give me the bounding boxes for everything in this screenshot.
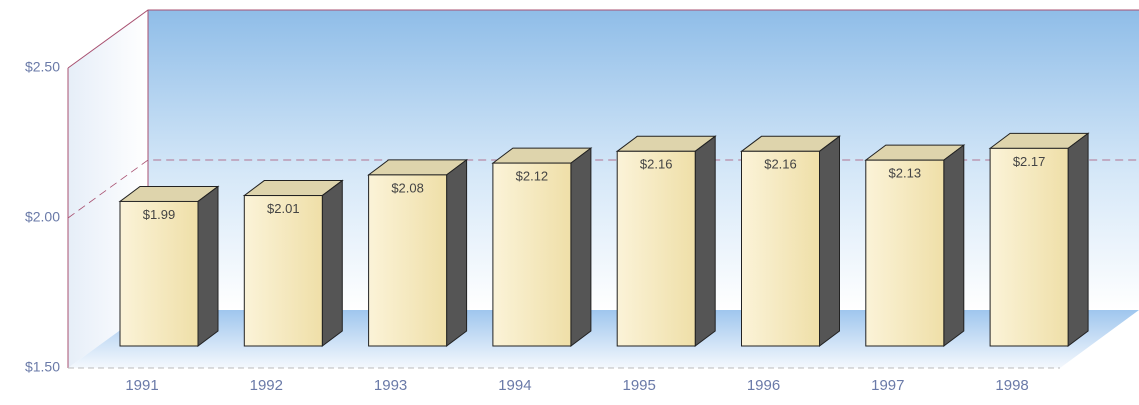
bar-side: [321, 179, 343, 347]
y-tick-label: $1.50: [25, 359, 60, 375]
bar-side: [197, 185, 219, 347]
x-tick-label: 1997: [871, 377, 904, 394]
bar-side: [1067, 132, 1089, 347]
value-label: $2.13: [889, 166, 922, 181]
x-tick-label: 1993: [374, 377, 407, 394]
value-label: $2.08: [391, 180, 424, 195]
value-label: $2.12: [516, 169, 549, 184]
bar: [865, 159, 945, 347]
value-label: $2.17: [1013, 154, 1046, 169]
x-tick-label: 1994: [498, 377, 531, 394]
floor: [68, 310, 1139, 368]
bar: [989, 147, 1069, 347]
bar-side: [570, 147, 592, 347]
x-tick-label: 1998: [995, 377, 1028, 394]
value-label: $2.16: [764, 157, 797, 172]
bar-side: [446, 158, 468, 347]
bar-side: [943, 144, 965, 347]
x-tick-label: 1992: [250, 377, 283, 394]
x-tick-label: 1995: [623, 377, 656, 394]
x-tick-label: 1991: [125, 377, 158, 394]
x-tick-label: 1996: [747, 377, 780, 394]
bar-side: [694, 135, 716, 347]
value-label: $2.16: [640, 157, 673, 172]
y-tick-label: $2.50: [25, 59, 60, 75]
value-label: $2.01: [267, 201, 300, 216]
bar: [492, 162, 572, 347]
y-tick-label: $2.00: [25, 209, 60, 225]
bar: [616, 150, 696, 347]
bar: [119, 200, 199, 347]
value-label: $1.99: [143, 207, 176, 222]
bar: [741, 150, 820, 347]
bar-side: [819, 135, 840, 347]
bar: [368, 174, 448, 347]
bar: [243, 195, 323, 347]
